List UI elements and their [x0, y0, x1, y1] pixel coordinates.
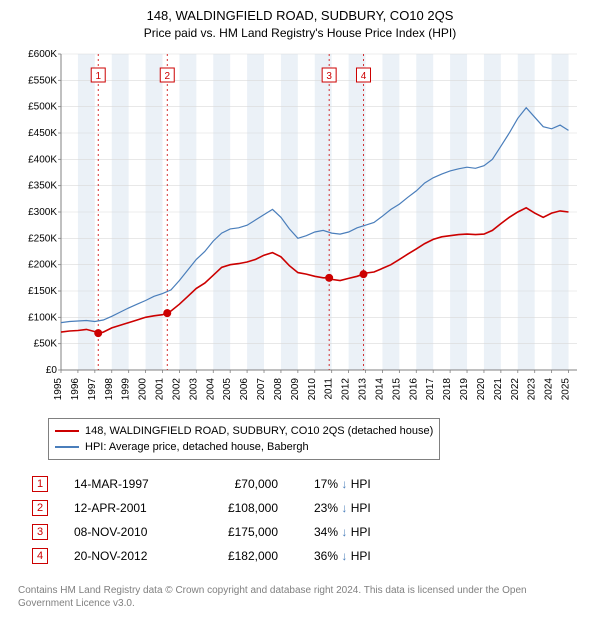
svg-text:2008: 2008 [273, 378, 284, 401]
sale-price: £182,000 [214, 549, 314, 563]
sale-delta: 17% ↓ HPI [314, 477, 424, 491]
svg-text:£200K: £200K [28, 260, 57, 271]
svg-text:2007: 2007 [256, 378, 267, 401]
svg-text:2005: 2005 [222, 378, 233, 401]
sale-row: 1 14-MAR-1997£70,00017% ↓ HPI [32, 472, 424, 496]
sale-price: £108,000 [214, 501, 314, 515]
svg-text:2014: 2014 [374, 378, 385, 401]
sale-number-badge: 2 [32, 500, 48, 516]
sale-marker [325, 274, 333, 282]
sale-price: £70,000 [214, 477, 314, 491]
price-chart: £0 £50K £100K £150K £200K £250K £300K £350K £400… [15, 48, 585, 410]
svg-text:2000: 2000 [138, 378, 149, 401]
svg-text:2010: 2010 [307, 378, 318, 401]
svg-text:2004: 2004 [205, 378, 216, 401]
sales-table: 1 14-MAR-1997£70,00017% ↓ HPI 2 12-APR-2001… [32, 472, 424, 568]
svg-text:£450K: £450K [28, 128, 57, 139]
sale-row: 4 20-NOV-2012£182,00036% ↓ HPI [32, 544, 424, 568]
svg-text:2013: 2013 [358, 378, 369, 401]
svg-text:2017: 2017 [425, 378, 436, 401]
svg-text:2018: 2018 [442, 378, 453, 401]
svg-text:3: 3 [326, 71, 332, 82]
svg-text:£550K: £550K [28, 75, 57, 86]
svg-text:2019: 2019 [459, 378, 470, 401]
legend-swatch [55, 446, 79, 448]
svg-text:2020: 2020 [476, 378, 487, 401]
sale-date: 08-NOV-2010 [74, 525, 214, 539]
sale-marker [163, 309, 171, 317]
svg-text:4: 4 [361, 71, 367, 82]
sale-marker [359, 270, 367, 278]
sale-price: £175,000 [214, 525, 314, 539]
svg-text:2002: 2002 [171, 378, 182, 401]
sale-row: 2 12-APR-2001£108,00023% ↓ HPI [32, 496, 424, 520]
svg-text:£500K: £500K [28, 102, 57, 113]
legend-label: 148, WALDINGFIELD ROAD, SUDBURY, CO10 2Q… [85, 425, 433, 437]
svg-text:£0: £0 [46, 365, 58, 376]
svg-text:1: 1 [95, 71, 101, 82]
svg-text:2012: 2012 [341, 378, 352, 401]
svg-text:£150K: £150K [28, 286, 57, 297]
legend-row: HPI: Average price, detached house, Babe… [55, 439, 433, 455]
svg-text:2: 2 [164, 71, 170, 82]
svg-text:£600K: £600K [28, 49, 57, 60]
legend: 148, WALDINGFIELD ROAD, SUDBURY, CO10 2Q… [48, 418, 440, 460]
svg-text:2011: 2011 [324, 378, 335, 400]
sale-marker [94, 329, 102, 337]
svg-text:2009: 2009 [290, 378, 301, 401]
svg-text:£250K: £250K [28, 233, 57, 244]
legend-swatch [55, 430, 79, 432]
svg-text:£300K: £300K [28, 207, 57, 218]
footnote: Contains HM Land Registry data © Crown c… [18, 585, 578, 610]
svg-text:£100K: £100K [28, 312, 57, 323]
sale-number-badge: 3 [32, 524, 48, 540]
svg-text:2021: 2021 [493, 378, 504, 401]
sale-number-badge: 1 [32, 476, 48, 492]
svg-text:2016: 2016 [408, 378, 419, 401]
svg-text:2022: 2022 [510, 378, 521, 401]
svg-text:£350K: £350K [28, 181, 57, 192]
svg-text:1999: 1999 [121, 378, 132, 401]
sale-delta: 36% ↓ HPI [314, 549, 424, 563]
legend-row: 148, WALDINGFIELD ROAD, SUDBURY, CO10 2Q… [55, 423, 433, 439]
chart-svg: £0 £50K £100K £150K £200K £250K £300K £350K £400… [15, 48, 585, 410]
sale-date: 12-APR-2001 [74, 501, 214, 515]
svg-text:1997: 1997 [87, 378, 98, 401]
sale-date: 14-MAR-1997 [74, 477, 214, 491]
svg-text:2015: 2015 [391, 378, 402, 401]
svg-text:£50K: £50K [34, 339, 58, 350]
sale-delta: 34% ↓ HPI [314, 525, 424, 539]
svg-text:2003: 2003 [188, 378, 199, 401]
svg-text:1995: 1995 [53, 378, 64, 401]
svg-text:1998: 1998 [104, 378, 115, 401]
svg-text:2023: 2023 [527, 378, 538, 401]
sale-number-badge: 4 [32, 548, 48, 564]
svg-text:2024: 2024 [544, 378, 555, 401]
svg-text:2001: 2001 [155, 378, 166, 401]
sale-row: 3 08-NOV-2010£175,00034% ↓ HPI [32, 520, 424, 544]
svg-text:1996: 1996 [70, 378, 81, 401]
sale-delta: 23% ↓ HPI [314, 501, 424, 515]
page-subtitle: Price paid vs. HM Land Registry's House … [0, 23, 600, 40]
svg-text:2025: 2025 [561, 378, 572, 401]
svg-text:2006: 2006 [239, 378, 250, 401]
svg-text:£400K: £400K [28, 154, 57, 165]
legend-label: HPI: Average price, detached house, Babe… [85, 441, 309, 453]
sale-date: 20-NOV-2012 [74, 549, 214, 563]
page-title: 148, WALDINGFIELD ROAD, SUDBURY, CO10 2Q… [0, 0, 600, 23]
